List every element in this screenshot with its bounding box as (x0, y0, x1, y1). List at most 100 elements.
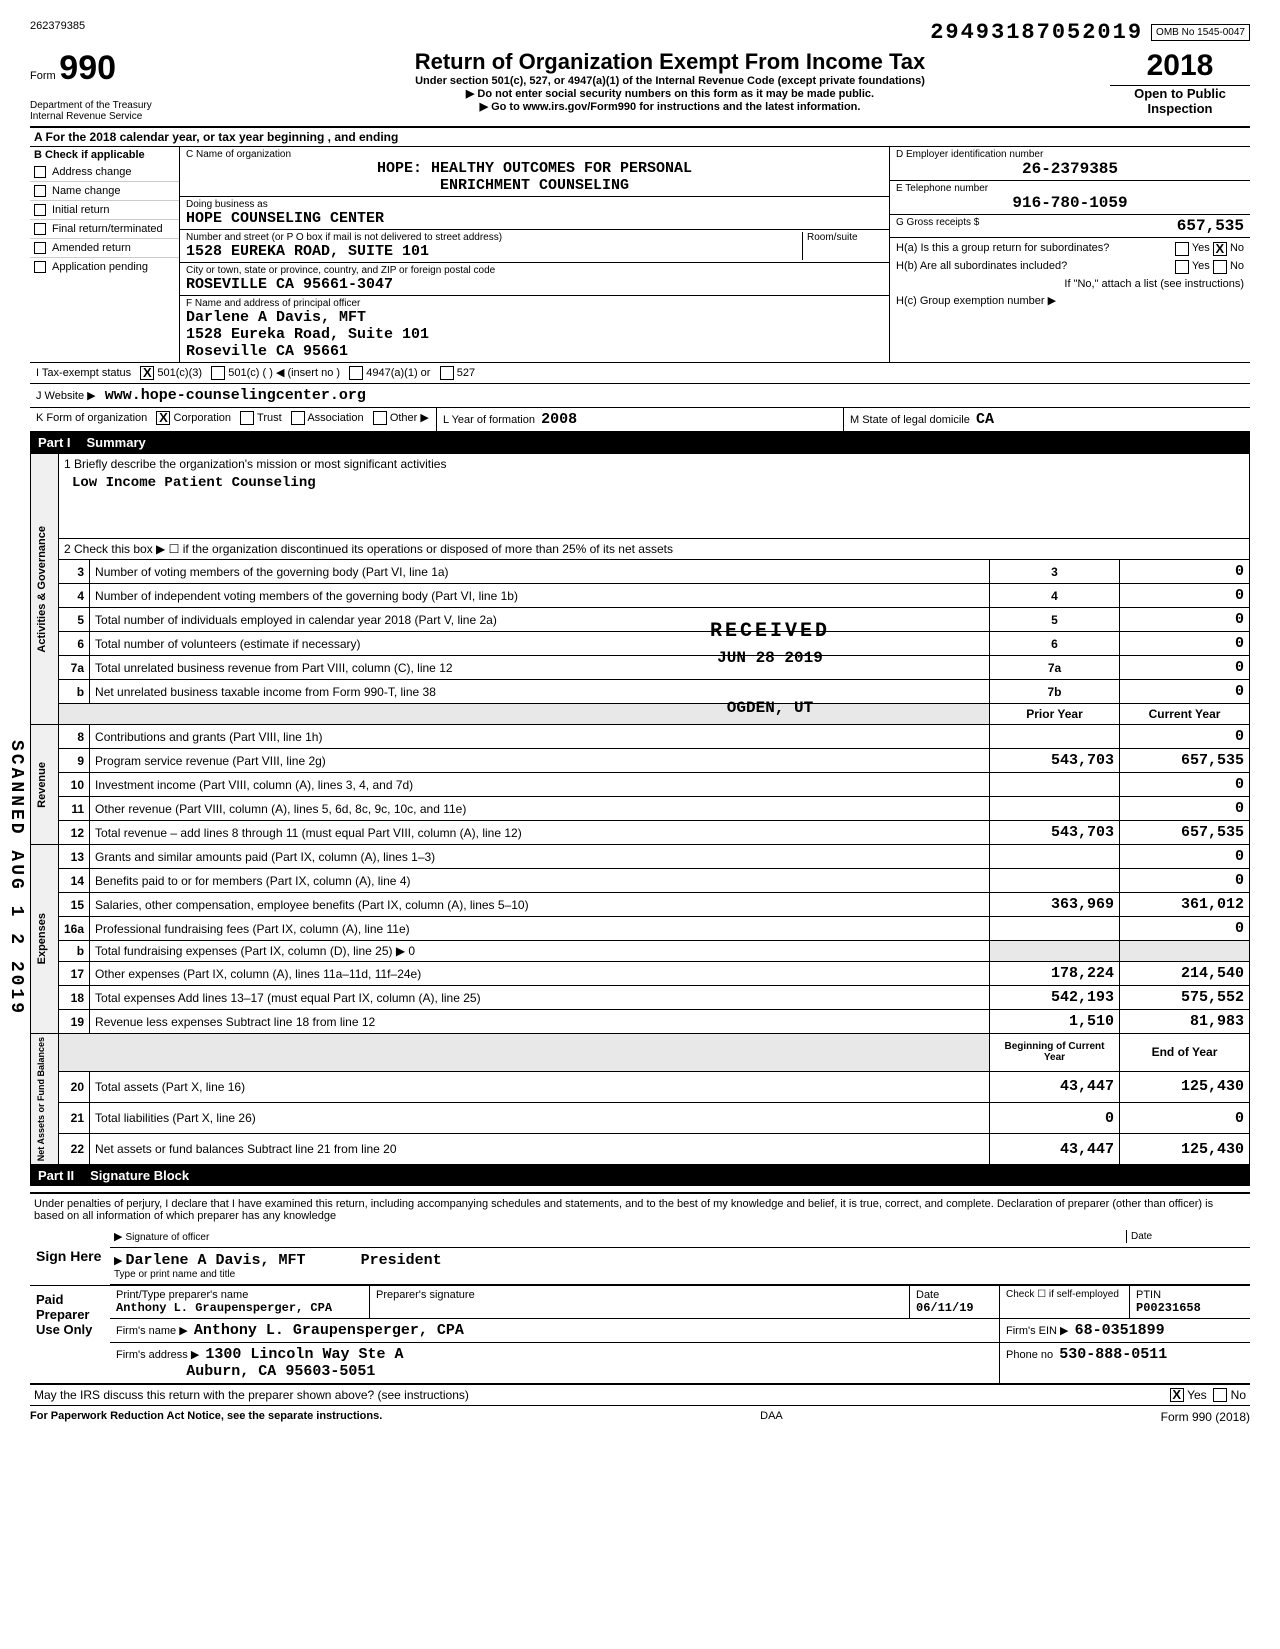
527-label: 527 (457, 367, 475, 379)
cb-501c[interactable] (211, 366, 225, 380)
hb-no[interactable] (1213, 260, 1227, 274)
title-center: Return of Organization Exempt From Incom… (230, 49, 1110, 113)
line7b-val: 0 (1120, 680, 1250, 704)
officer-label: F Name and address of principal officer (186, 298, 883, 309)
state: CA (976, 411, 994, 428)
cb-name[interactable] (34, 185, 46, 197)
ha-no[interactable]: X (1213, 242, 1227, 256)
cb-corp[interactable]: X (156, 411, 170, 425)
line13-c: 0 (1120, 845, 1250, 869)
col-end: End of Year (1120, 1034, 1250, 1072)
line19-desc: Revenue less expenses Subtract line 18 f… (90, 1010, 990, 1034)
line12-p: 543,703 (990, 821, 1120, 845)
line17-desc: Other expenses (Part IX, column (A), lin… (90, 962, 990, 986)
cb-pending-label: Application pending (52, 261, 148, 273)
line7b-desc: Net unrelated business taxable income fr… (90, 680, 990, 704)
ptin-label: PTIN (1136, 1289, 1244, 1301)
row-j: J Website ▶ www.hope-counselingcenter.or… (30, 384, 1250, 408)
line9-p: 543,703 (990, 749, 1120, 773)
cb-final[interactable] (34, 223, 46, 235)
cb-501c3[interactable]: X (140, 366, 154, 380)
corp-label: Corporation (174, 412, 231, 424)
state-label: M State of legal domicile (850, 414, 970, 426)
officer-city: Roseville CA 95661 (186, 343, 883, 360)
line2: 2 Check this box ▶ ☐ if the organization… (59, 539, 1250, 560)
line3-box: 3 (990, 560, 1120, 584)
cb-assoc[interactable] (291, 411, 305, 425)
discuss-no[interactable] (1213, 1388, 1227, 1402)
hb-yes[interactable] (1175, 260, 1189, 274)
line15-c: 361,012 (1120, 893, 1250, 917)
prep-date-label: Date (916, 1289, 993, 1301)
org-name-1: HOPE: HEALTHY OUTCOMES FOR PERSONAL (186, 160, 883, 177)
sect-net: Net Assets or Fund Balances (36, 1037, 46, 1161)
sect-gov: Activities & Governance (36, 526, 48, 653)
cb-initial[interactable] (34, 204, 46, 216)
line4-val: 0 (1120, 584, 1250, 608)
paid-preparer-label: Paid Preparer Use Only (30, 1286, 110, 1383)
tele-label: E Telephone number (896, 183, 1244, 194)
signature-block: Under penalties of perjury, I declare th… (30, 1192, 1250, 1406)
row-a: A For the 2018 calendar year, or tax yea… (30, 128, 1250, 147)
cb-amended-label: Amended return (52, 242, 131, 254)
line16b-p (990, 941, 1120, 962)
discuss-yes[interactable]: X (1170, 1388, 1184, 1402)
form-word: Form (30, 70, 56, 82)
sign-here: Sign Here (30, 1242, 110, 1270)
cb-trust[interactable] (240, 411, 254, 425)
prep-sig-label: Preparer's signature (370, 1286, 910, 1318)
year: 2018 (1110, 49, 1250, 83)
cb-address[interactable] (34, 166, 46, 178)
trust-label: Trust (257, 412, 282, 424)
officer-street: 1528 Eureka Road, Suite 101 (186, 326, 883, 343)
name-label: C Name of organization (186, 149, 883, 160)
line9-desc: Program service revenue (Part VIII, line… (90, 749, 990, 773)
received-text: RECEIVED (710, 620, 830, 643)
ha-no-label: No (1230, 242, 1244, 256)
part2-num: Part II (38, 1168, 74, 1183)
line16a-c: 0 (1120, 917, 1250, 941)
firm-ein-label: Firm's EIN ▶ (1006, 1325, 1069, 1337)
line11-desc: Other revenue (Part VIII, column (A), li… (90, 797, 990, 821)
title-row: Form 990 Department of the Treasury Inte… (30, 49, 1250, 128)
discuss-no-label: No (1231, 1388, 1246, 1402)
cb-527[interactable] (440, 366, 454, 380)
hc-label: H(c) Group exemption number ▶ (896, 294, 1056, 307)
ein: 26-2379385 (896, 160, 1244, 178)
ha-yes-label: Yes (1192, 242, 1210, 256)
row-i-label: I Tax-exempt status (36, 367, 131, 379)
line16b-c (1120, 941, 1250, 962)
cb-other[interactable] (373, 411, 387, 425)
line7b-box: 7b (990, 680, 1120, 704)
line22-desc: Net assets or fund balances Subtract lin… (90, 1134, 990, 1165)
form-label-col: Form 990 Department of the Treasury Inte… (30, 49, 230, 122)
cb-address-label: Address change (52, 166, 132, 178)
section-c: C Name of organization HOPE: HEALTHY OUT… (180, 147, 890, 362)
line6-desc: Total number of volunteers (estimate if … (90, 632, 990, 656)
row-k: K Form of organization X Corporation Tru… (30, 408, 1250, 432)
line15-desc: Salaries, other compensation, employee b… (90, 893, 990, 917)
line6-val: 0 (1120, 632, 1250, 656)
part1-num: Part I (38, 435, 71, 450)
cb-4947[interactable] (349, 366, 363, 380)
sig-officer-label: Signature of officer (126, 1232, 210, 1243)
line8-desc: Contributions and grants (Part VIII, lin… (90, 725, 990, 749)
part2-title: Signature Block (90, 1168, 189, 1183)
cb-pending[interactable] (34, 261, 46, 273)
summary-table: Activities & Governance 1 Briefly descri… (30, 453, 1250, 1165)
dln: 262379385 (30, 20, 85, 32)
firm-addr2: Auburn, CA 95603-5051 (186, 1363, 375, 1380)
line17-p: 178,224 (990, 962, 1120, 986)
street: 1528 EUREKA ROAD, SUITE 101 (186, 243, 802, 260)
line21-desc: Total liabilities (Part X, line 26) (90, 1102, 990, 1133)
phone-label: Phone no (1006, 1349, 1053, 1361)
sig-officer-title: President (361, 1252, 442, 1269)
line9-c: 657,535 (1120, 749, 1250, 773)
cb-amended[interactable] (34, 242, 46, 254)
line1-label: 1 Briefly describe the organization's mi… (64, 457, 1244, 471)
ha-yes[interactable] (1175, 242, 1189, 256)
line14-c: 0 (1120, 869, 1250, 893)
website: www.hope-counselingcenter.org (105, 387, 366, 404)
line20-p: 43,447 (990, 1071, 1120, 1102)
hb-yes-label: Yes (1192, 260, 1210, 274)
